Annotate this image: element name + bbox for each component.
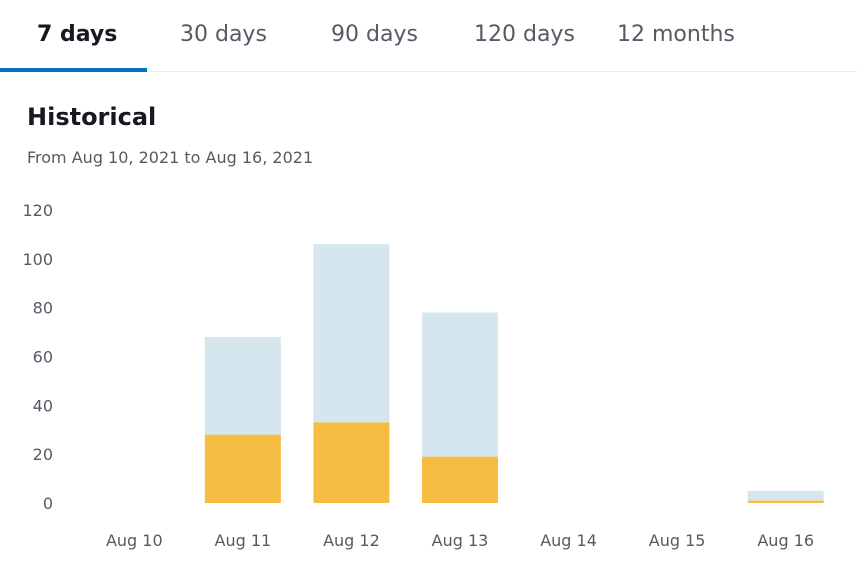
- y-tick-label: 80: [33, 299, 53, 318]
- bar-segment-highlight[interactable]: [313, 422, 390, 503]
- y-tick-label: 40: [33, 396, 53, 415]
- tab-12-months[interactable]: 12 months: [617, 22, 735, 47]
- y-tick-label: 20: [33, 445, 53, 464]
- bar-segment-highlight[interactable]: [747, 500, 824, 503]
- tab-7-days[interactable]: 7 days: [37, 22, 118, 47]
- x-tick-label: Aug 11: [215, 531, 272, 550]
- tab-90-days[interactable]: 90 days: [331, 22, 418, 47]
- bar-segment-highlight[interactable]: [204, 434, 281, 503]
- time-range-tabs: 7 days 30 days 90 days 120 days 12 month…: [0, 0, 857, 72]
- historical-bar-chart: 0 20 40 60 80 100 120 Aug 10 Aug 11 Aug 12 Aug 13 A…: [22, 201, 824, 550]
- chart-title: Historical: [27, 103, 157, 131]
- y-tick-label: 120: [22, 201, 53, 220]
- x-tick-label: Aug 10: [106, 531, 163, 550]
- x-tick-label: Aug 13: [432, 531, 489, 550]
- y-tick-label: 100: [22, 250, 53, 269]
- bar-segment-total[interactable]: [747, 490, 824, 501]
- tab-120-days[interactable]: 120 days: [474, 22, 575, 47]
- bar-segment-total[interactable]: [204, 336, 281, 435]
- bar-segment-total[interactable]: [422, 312, 498, 457]
- x-tick-label: Aug 16: [757, 531, 814, 550]
- bar-segment-highlight[interactable]: [422, 456, 498, 503]
- chart-subtitle: From Aug 10, 2021 to Aug 16, 2021: [27, 148, 314, 167]
- tab-30-days[interactable]: 30 days: [180, 22, 267, 47]
- bar-segment-total[interactable]: [313, 244, 390, 423]
- x-tick-label: Aug 12: [323, 531, 380, 550]
- x-tick-label: Aug 15: [649, 531, 706, 550]
- x-tick-label: Aug 14: [540, 531, 597, 550]
- y-tick-label: 60: [33, 348, 53, 367]
- y-tick-label: 0: [43, 494, 53, 513]
- active-tab-indicator: [0, 68, 147, 72]
